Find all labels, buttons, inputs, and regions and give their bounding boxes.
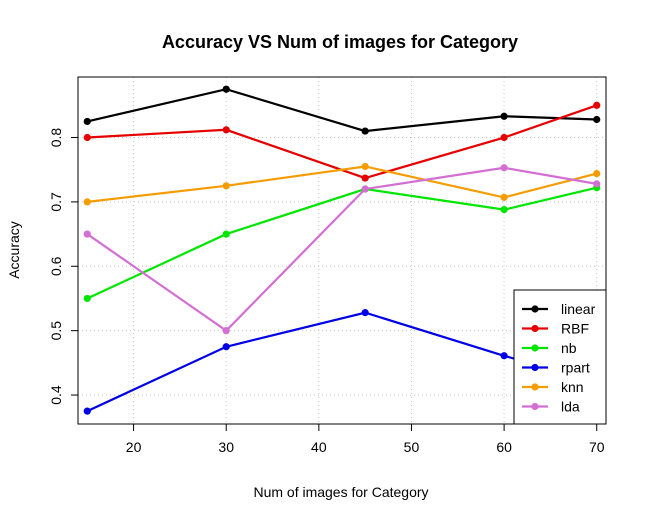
data-point-lda: [361, 185, 369, 193]
x-axis-label: Num of images for Category: [253, 484, 428, 500]
legend-swatch-point: [531, 383, 539, 391]
data-point-rpart: [361, 309, 369, 317]
x-tick-label: 60: [496, 439, 512, 455]
data-point-lda: [500, 164, 508, 172]
series-RBF: [83, 101, 601, 182]
data-point-rpart: [83, 407, 91, 415]
y-tick-label: 0.4: [48, 385, 64, 405]
legend-swatch-point: [531, 324, 539, 333]
legend-swatch-point: [531, 402, 539, 411]
legend-swatch-point: [531, 305, 539, 313]
series-knn: [83, 162, 601, 206]
data-point-RBF: [593, 101, 601, 109]
series-linear: [83, 85, 601, 135]
legend: linear RBF nb rpart knn lda: [513, 289, 607, 425]
series-line-nb: [86, 186, 597, 300]
data-point-RBF: [361, 174, 369, 182]
y-axis-label: Accuracy: [6, 221, 22, 279]
data-point-linear: [361, 127, 369, 135]
legend-box: [513, 289, 607, 425]
legend-label: nb: [561, 340, 577, 356]
legend-label: lda: [561, 399, 580, 415]
data-point-knn: [83, 198, 91, 206]
x-tick-label: 20: [126, 439, 142, 455]
data-point-nb: [83, 294, 91, 303]
series-line-linear: [87, 88, 597, 133]
data-point-RBF: [500, 133, 508, 142]
plot-frame: [77, 76, 607, 425]
legend-swatch-point: [531, 344, 539, 352]
y-tick-label: 0.6: [48, 256, 64, 276]
data-point-nb: [500, 206, 508, 214]
x-tick-label: 40: [311, 439, 327, 455]
data-point-knn: [222, 182, 230, 190]
data-point-knn: [593, 169, 601, 178]
y-tick-label: 0.8: [48, 128, 64, 148]
data-point-linear: [222, 85, 230, 93]
legend-item-nb: nb: [522, 340, 577, 356]
data-point-linear: [83, 117, 91, 126]
chart-title: Accuracy VS Num of images for Category: [162, 32, 518, 52]
legend-label: RBF: [561, 321, 589, 337]
data-point-knn: [500, 193, 508, 201]
y-tick-label: 0.7: [48, 192, 64, 212]
legend-item-RBF: RBF: [522, 321, 589, 337]
legend-label: linear: [561, 301, 596, 317]
data-point-knn: [361, 162, 369, 171]
y-tick-label: 0.5: [48, 321, 64, 341]
data-point-lda: [222, 327, 230, 335]
series-lines: [83, 85, 601, 415]
legend-label: knn: [561, 379, 584, 395]
legend-label: rpart: [561, 360, 590, 376]
legend-item-linear: linear: [522, 301, 596, 317]
data-point-RBF: [222, 126, 230, 134]
x-tick-label: 50: [404, 439, 420, 455]
series-lda: [83, 164, 601, 335]
data-point-lda: [593, 180, 601, 188]
legend-swatch-point: [531, 363, 539, 372]
x-tick-label: 30: [218, 439, 234, 455]
legend-item-lda: lda: [522, 399, 580, 415]
legend-item-knn: knn: [522, 379, 584, 395]
data-point-lda: [83, 230, 91, 238]
legend-item-rpart: rpart: [522, 360, 590, 376]
data-point-RBF: [83, 133, 91, 142]
data-point-rpart: [222, 343, 230, 351]
data-point-linear: [500, 112, 508, 120]
x-tick-label: 70: [589, 439, 605, 455]
data-point-nb: [222, 230, 230, 238]
axes: 20 30 40 50 60 70 0.4 0.5 0.6 0.7 0.8: [48, 76, 607, 455]
data-point-linear: [593, 115, 601, 124]
data-point-rpart: [500, 352, 508, 360]
